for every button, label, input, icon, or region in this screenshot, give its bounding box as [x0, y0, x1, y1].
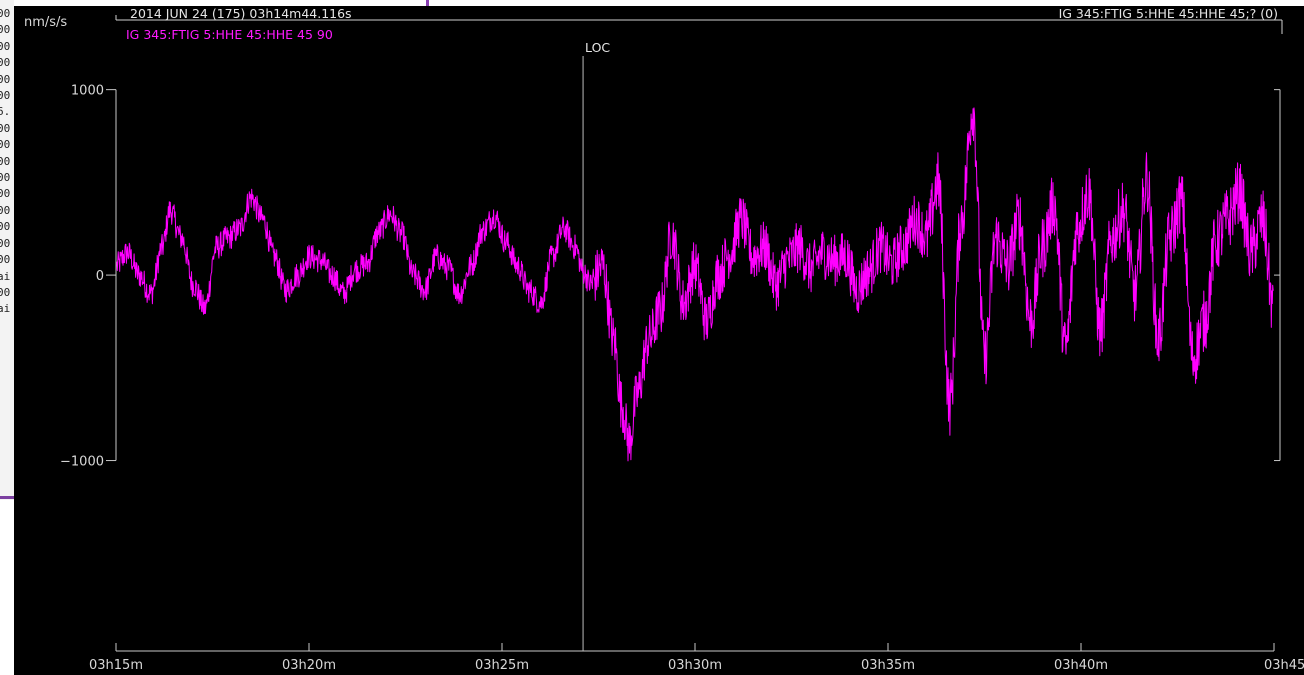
y-tick-label: −1000: [60, 455, 104, 470]
background-text-line: 00: [0, 203, 11, 217]
background-text-line: 00: [0, 285, 11, 299]
y-tick-label: 1000: [71, 84, 104, 99]
x-tick-label: 03h20m: [282, 658, 336, 673]
station-header-label: IG 345:FTIG 5:HHE 45:HHE 45;? (0): [1059, 6, 1278, 21]
background-text-line: 00: [0, 236, 11, 250]
background-terminal-text: 00 00 00 00 00 00 6. 00 00 00 00 00 00 00 00 00 ai 00 ai: [0, 0, 14, 500]
background-text-line: ai: [0, 269, 11, 283]
seismogram-plot-window[interactable]: nm/s/s 2014 JUN 24 (175) 03h14m44.116s I…: [14, 6, 1304, 675]
seismogram-canvas[interactable]: nm/s/s 2014 JUN 24 (175) 03h14m44.116s I…: [14, 6, 1304, 675]
background-text-line: 00: [0, 220, 11, 234]
background-text-line: 6.: [0, 105, 11, 119]
background-text-line: 00: [0, 154, 11, 168]
background-text-line: 00: [0, 253, 11, 267]
background-text-line: ai: [0, 302, 11, 316]
background-accent-bar: [0, 496, 24, 499]
y-axis: 1000 0 −1000: [60, 84, 117, 470]
x-axis: 03h15m 03h20m 03h25m 03h30m 03h35m 03h40m 03h4…: [89, 643, 1304, 673]
background-text-line: 00: [0, 138, 11, 152]
x-tick-label: 03h45: [1264, 658, 1304, 673]
y-tick-label: 0: [96, 269, 104, 284]
loc-marker-label: LOC: [585, 40, 610, 55]
trace-line[interactable]: [116, 107, 1274, 462]
trace-label: IG 345:FTIG 5:HHE 45:HHE 45 90: [126, 27, 333, 42]
x-tick-label: 03h25m: [475, 658, 529, 673]
y-unit-label: nm/s/s: [24, 15, 67, 30]
background-text-line: 00: [0, 23, 11, 37]
x-tick-label: 03h30m: [668, 658, 722, 673]
x-tick-label: 03h35m: [861, 658, 915, 673]
x-tick-label: 03h15m: [89, 658, 143, 673]
background-text-line: 00: [0, 121, 11, 135]
right-amplitude-bracket: [1274, 89, 1281, 462]
background-window-edge: [0, 0, 430, 6]
background-text-line: 00: [0, 89, 11, 103]
seismic-trace[interactable]: [115, 107, 1274, 462]
background-text-line: 00: [0, 56, 11, 70]
x-tick-label: 03h40m: [1054, 658, 1108, 673]
background-text-line: 00: [0, 187, 11, 201]
start-time-label: 2014 JUN 24 (175) 03h14m44.116s: [130, 6, 352, 21]
background-text-line: 00: [0, 72, 11, 86]
background-text-line: 00: [0, 171, 11, 185]
background-text-line: 00: [0, 7, 11, 20]
background-text-line: 00: [0, 39, 11, 53]
